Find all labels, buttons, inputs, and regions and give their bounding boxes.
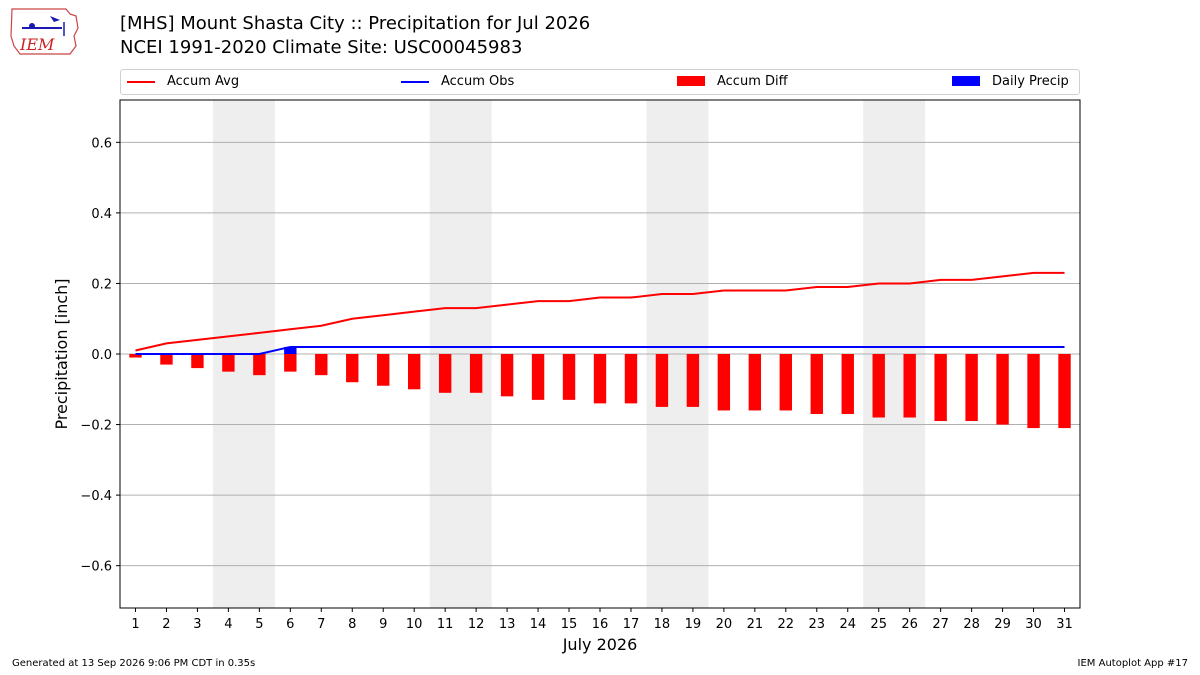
legend-label-accum-obs: Accum Obs xyxy=(441,74,515,89)
bar-accum-diff-25 xyxy=(872,354,885,418)
xtick-label: 10 xyxy=(406,617,423,632)
bar-accum-diff-21 xyxy=(748,354,762,411)
bar-accum-diff-22 xyxy=(779,354,792,411)
line-accum-obs xyxy=(135,345,1065,355)
xtick-label: 7 xyxy=(317,617,325,632)
xtick-label: 21 xyxy=(747,617,764,632)
ytick-label: −0.2 xyxy=(80,419,112,434)
xtick-label: 17 xyxy=(623,617,640,632)
xtick-label: 6 xyxy=(286,617,294,632)
ytick-label: −0.4 xyxy=(80,489,112,504)
bar-accum-diff-14 xyxy=(531,354,545,400)
chart-subtitle: NCEI 1991-2020 Climate Site: USC00045983 xyxy=(120,37,523,58)
xtick-label: 16 xyxy=(592,617,609,632)
iem-logo: IEM xyxy=(10,8,79,55)
xtick-label: 25 xyxy=(870,617,887,632)
xtick-label: 20 xyxy=(716,617,733,632)
legend-label-accum-avg: Accum Avg xyxy=(167,74,240,89)
xtick-label: 31 xyxy=(1056,617,1073,632)
bar-accum-diff-17 xyxy=(624,354,638,404)
bar-accum-diff-11 xyxy=(438,354,452,393)
legend-swatch-accum-obs xyxy=(401,81,429,83)
xtick-label: 5 xyxy=(255,617,263,632)
bar-accum-diff-27 xyxy=(934,354,947,422)
xtick-label: 29 xyxy=(994,617,1011,632)
ytick-label: 0.4 xyxy=(91,207,112,222)
bar-accum-diff-7 xyxy=(315,354,328,376)
bar-daily-precip-6 xyxy=(284,346,297,354)
logo-text: IEM xyxy=(19,35,55,54)
xtick-label: 3 xyxy=(193,617,201,632)
xtick-label: 28 xyxy=(963,617,980,632)
bar-accum-diff-12 xyxy=(469,354,483,393)
legend: Accum Avg Accum Obs Accum Diff Daily Pre… xyxy=(120,69,1080,95)
bar-accum-diff-26 xyxy=(903,354,916,418)
bar-accum-diff-8 xyxy=(346,354,359,383)
xtick-label: 8 xyxy=(348,617,356,632)
bar-accum-diff-2 xyxy=(160,354,173,365)
xtick-label: 19 xyxy=(685,617,702,632)
xtick-label: 27 xyxy=(932,617,949,632)
bar-accum-diff-15 xyxy=(562,354,576,400)
xtick-label: 4 xyxy=(224,617,232,632)
legend-swatch-daily-precip xyxy=(952,76,980,86)
bar-accum-diff-31 xyxy=(1058,354,1071,429)
ytick-label: 0.2 xyxy=(91,277,112,292)
bar-accum-diff-1 xyxy=(129,354,142,358)
bar-accum-diff-23 xyxy=(810,354,823,414)
xtick-label: 15 xyxy=(561,617,578,632)
xtick-label: 9 xyxy=(379,617,387,632)
app-credit: IEM Autoplot App #17 xyxy=(1077,658,1188,669)
xtick-label: 1 xyxy=(131,617,139,632)
bar-accum-diff-28 xyxy=(965,354,978,422)
bar-accum-diff-29 xyxy=(996,354,1009,425)
xtick-label: 30 xyxy=(1025,617,1042,632)
bar-accum-diff-10 xyxy=(408,354,421,390)
line-accum-avg xyxy=(135,271,1065,352)
bar-accum-diff-9 xyxy=(377,354,390,386)
y-axis-label: Precipitation [inch] xyxy=(52,278,71,429)
xtick-label: 24 xyxy=(839,617,856,632)
generated-timestamp: Generated at 13 Sep 2026 9:06 PM CDT in … xyxy=(12,658,256,669)
ytick-label: 0.6 xyxy=(91,136,112,151)
ytick-label: 0.0 xyxy=(91,348,112,363)
legend-swatch-accum-diff xyxy=(677,76,705,86)
xtick-label: 22 xyxy=(778,617,795,632)
ytick-label: −0.6 xyxy=(80,560,112,575)
xtick-label: 26 xyxy=(901,617,918,632)
legend-label-accum-diff: Accum Diff xyxy=(717,74,788,89)
xtick-label: 18 xyxy=(654,617,671,632)
legend-label-daily-precip: Daily Precip xyxy=(992,74,1069,89)
bar-accum-diff-3 xyxy=(191,354,204,369)
legend-swatch-accum-avg xyxy=(127,81,155,83)
bar-accum-diff-16 xyxy=(593,354,607,404)
xtick-label: 13 xyxy=(499,617,516,632)
bar-accum-diff-19 xyxy=(686,354,700,407)
chart-title: [MHS] Mount Shasta City :: Precipitation… xyxy=(120,13,591,34)
bar-accum-diff-5 xyxy=(253,354,266,376)
xtick-label: 14 xyxy=(530,617,547,632)
xtick-label: 11 xyxy=(437,617,454,632)
bar-accum-diff-30 xyxy=(1027,354,1040,429)
xtick-label: 12 xyxy=(468,617,485,632)
bar-accum-diff-13 xyxy=(500,354,514,397)
x-axis-label: July 2026 xyxy=(562,635,638,654)
bar-accum-diff-20 xyxy=(717,354,731,411)
bar-accum-diff-18 xyxy=(655,354,669,407)
bar-accum-diff-24 xyxy=(841,354,854,414)
xtick-label: 2 xyxy=(162,617,170,632)
bar-accum-diff-4 xyxy=(222,354,235,372)
bar-accum-diff-6 xyxy=(284,354,297,372)
xtick-label: 23 xyxy=(809,617,826,632)
